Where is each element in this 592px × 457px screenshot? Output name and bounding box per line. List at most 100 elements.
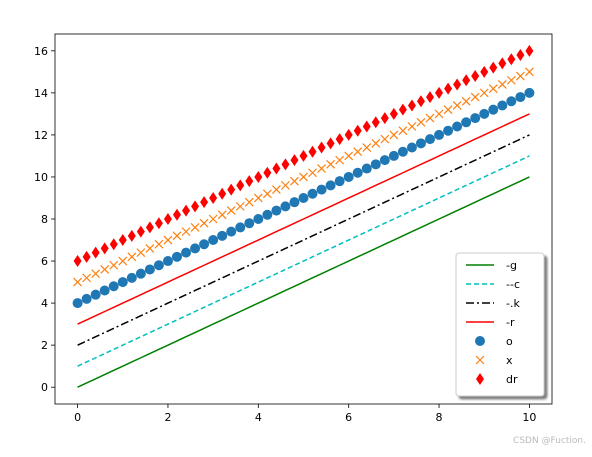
- marker-diamond: [136, 225, 145, 238]
- marker-x: [335, 155, 345, 165]
- marker-circle: [415, 138, 426, 149]
- marker-circle: [515, 92, 526, 103]
- marker-circle: [190, 243, 201, 254]
- marker-circle: [316, 184, 327, 195]
- marker-circle: [199, 239, 210, 250]
- marker-diamond: [281, 158, 290, 171]
- marker-x: [118, 256, 128, 266]
- marker-diamond: [326, 137, 335, 150]
- marker-circle: [397, 146, 408, 157]
- marker-diamond: [163, 213, 172, 225]
- marker-circle: [144, 264, 155, 275]
- marker-diamond: [91, 246, 100, 259]
- marker-x: [208, 214, 218, 224]
- marker-diamond: [154, 217, 163, 230]
- marker-diamond: [73, 255, 82, 268]
- marker-x: [127, 252, 137, 262]
- marker-circle: [271, 205, 282, 216]
- marker-circle: [99, 285, 110, 296]
- x-tick-label: 2: [164, 411, 171, 424]
- y-tick-label: 16: [34, 45, 48, 58]
- x-tick-label: 8: [436, 411, 443, 424]
- marker-circle: [126, 272, 137, 283]
- marker-circle: [506, 96, 517, 107]
- marker-circle: [379, 155, 390, 166]
- marker-diamond: [308, 145, 317, 158]
- marker-x: [271, 185, 281, 194]
- y-tick-label: 6: [41, 255, 48, 268]
- series-line: [77, 134, 530, 346]
- marker-circle: [497, 100, 508, 111]
- legend-label: -g: [506, 259, 517, 272]
- marker-x: [506, 75, 516, 85]
- marker-circle: [475, 336, 485, 346]
- marker-circle: [226, 226, 237, 237]
- marker-x: [217, 210, 227, 220]
- marker-diamond: [489, 61, 498, 74]
- marker-x: [172, 231, 182, 241]
- marker-x: [497, 80, 507, 89]
- marker-diamond: [335, 133, 344, 146]
- marker-x: [308, 168, 317, 178]
- marker-x: [362, 143, 372, 152]
- marker-circle: [470, 113, 481, 124]
- marker-diamond: [426, 91, 435, 104]
- marker-circle: [425, 134, 436, 145]
- marker-diamond: [172, 208, 181, 221]
- marker-diamond: [145, 221, 154, 234]
- marker-diamond: [389, 107, 398, 120]
- marker-diamond: [444, 82, 453, 95]
- marker-x: [371, 138, 381, 148]
- marker-diamond: [218, 187, 227, 200]
- marker-diamond: [109, 238, 118, 251]
- marker-x: [299, 172, 308, 182]
- marker-diamond: [362, 120, 371, 133]
- marker-circle: [461, 117, 472, 128]
- marker-x: [425, 113, 435, 123]
- marker-x: [262, 189, 272, 199]
- series-line: [77, 176, 530, 388]
- marker-circle: [153, 260, 164, 271]
- marker-circle: [208, 235, 219, 246]
- watermark: CSDN @Fuction.: [513, 436, 586, 446]
- marker-x: [91, 269, 101, 279]
- series-line: [77, 113, 530, 325]
- marker-circle: [108, 281, 119, 292]
- marker-x: [434, 109, 444, 119]
- marker-x: [344, 151, 354, 161]
- marker-circle: [135, 268, 146, 279]
- marker-diamond: [200, 196, 209, 209]
- marker-circle: [406, 142, 417, 153]
- marker-circle: [171, 251, 182, 262]
- marker-diamond: [290, 154, 299, 167]
- marker-x: [443, 105, 453, 115]
- x-tick-label: 10: [522, 411, 536, 424]
- legend-label: -.k: [506, 297, 520, 310]
- y-tick-label: 14: [34, 87, 48, 100]
- marker-diamond: [263, 166, 272, 179]
- marker-diamond: [398, 103, 407, 116]
- marker-circle: [343, 171, 354, 182]
- marker-x: [524, 67, 534, 77]
- marker-x: [253, 193, 263, 203]
- marker-diamond: [82, 250, 91, 263]
- marker-x: [226, 206, 236, 216]
- y-tick-label: 4: [41, 297, 48, 310]
- marker-x: [488, 84, 498, 94]
- marker-diamond: [182, 204, 191, 217]
- marker-x: [515, 71, 525, 81]
- marker-diamond: [480, 65, 489, 78]
- marker-circle: [90, 289, 101, 300]
- marker-circle: [434, 129, 445, 140]
- marker-x: [407, 122, 417, 131]
- marker-circle: [334, 176, 345, 187]
- legend-label: --c: [506, 278, 520, 291]
- marker-x: [235, 201, 245, 211]
- marker-diamond: [344, 128, 353, 141]
- marker-x: [109, 260, 119, 270]
- marker-x: [163, 235, 173, 245]
- marker-diamond: [476, 373, 484, 385]
- marker-diamond: [245, 175, 254, 188]
- marker-circle: [72, 298, 83, 309]
- legend-label: -r: [506, 316, 515, 329]
